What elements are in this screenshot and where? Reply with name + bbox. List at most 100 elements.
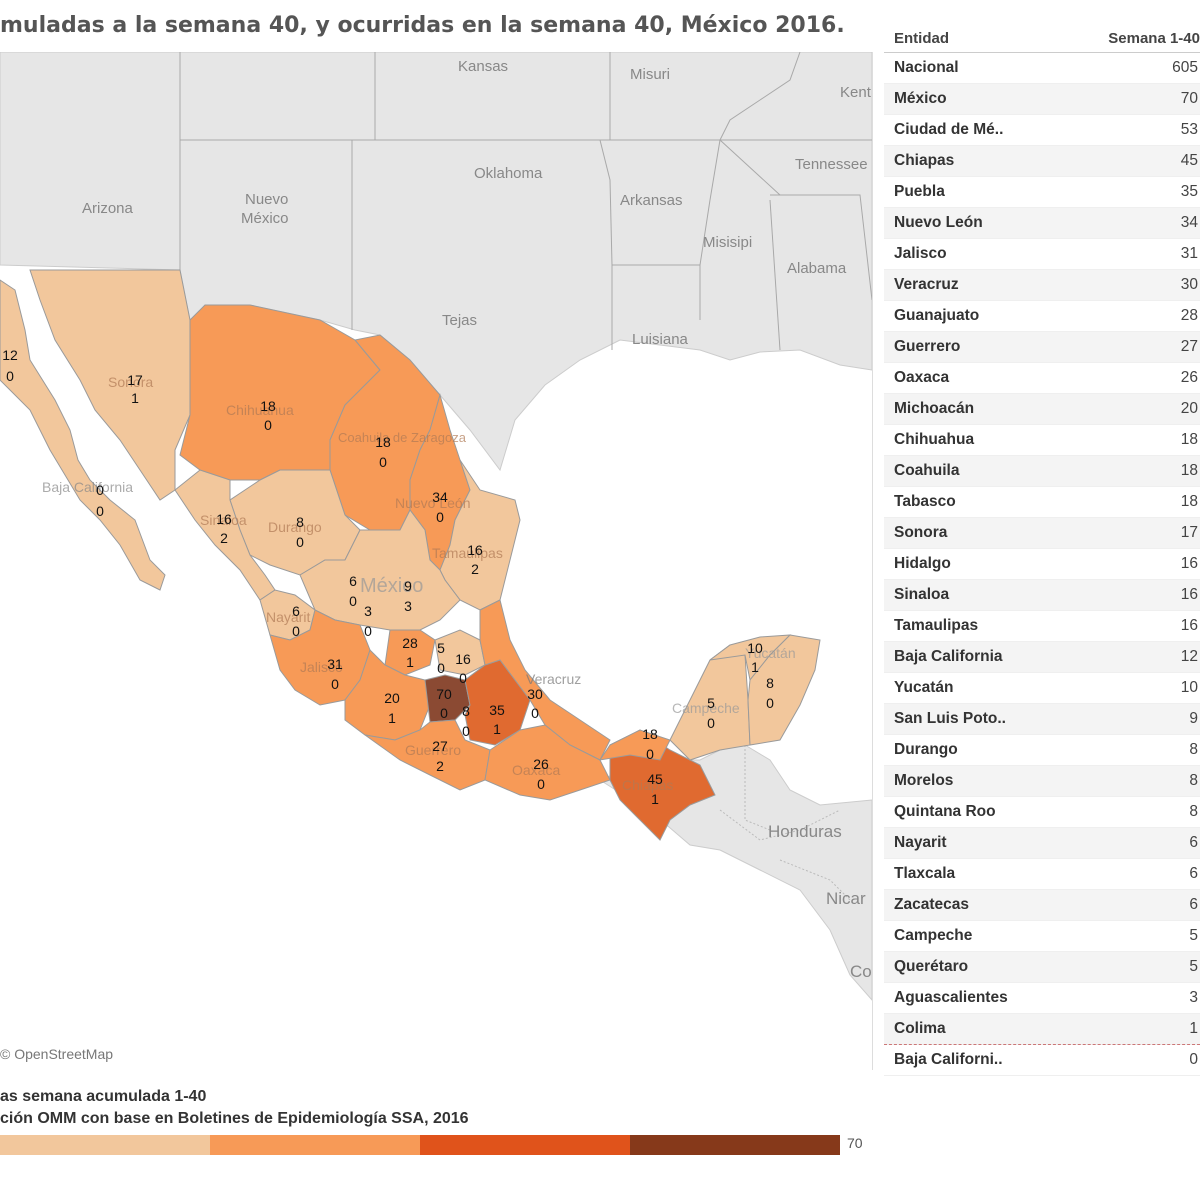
state-guerrero[interactable] <box>364 719 491 791</box>
name-nayarit: Nayarit <box>266 609 310 625</box>
svg-text:10: 10 <box>747 640 763 656</box>
name-coahuila: Coahuila de Zaragoza <box>338 430 467 445</box>
svg-text:35: 35 <box>489 702 505 718</box>
row-value: 18 <box>1180 462 1198 479</box>
svg-text:18: 18 <box>260 398 276 414</box>
row-value: 18 <box>1180 431 1198 448</box>
table-row[interactable]: Hidalgo 16 <box>884 549 1200 580</box>
label-arizona: Arizona <box>82 200 134 217</box>
row-entity: Nuevo León <box>894 214 983 231</box>
table-row[interactable]: Yucatán 10 <box>884 673 1200 704</box>
name-jalisco: Jalisco <box>300 659 343 675</box>
table-row[interactable]: Baja California 12 <box>884 642 1200 673</box>
table-row[interactable]: Jalisco 31 <box>884 239 1200 270</box>
row-value: 6 <box>1189 834 1198 851</box>
legend-segment <box>0 1135 210 1155</box>
table-row[interactable]: Ciudad de Mé.. 53 <box>884 115 1200 146</box>
table-row[interactable]: Campeche 5 <box>884 921 1200 952</box>
row-entity: Campeche <box>894 927 973 944</box>
choropleth-map[interactable]: Kansas Misuri Kent Oklahoma Tennessee Ar… <box>0 52 872 1070</box>
svg-text:12: 12 <box>2 347 18 363</box>
svg-text:0: 0 <box>436 509 444 525</box>
table-row[interactable]: Coahuila 18 <box>884 456 1200 487</box>
row-value: 0 <box>1189 1051 1198 1068</box>
row-value: 12 <box>1180 648 1198 665</box>
row-entity: Veracruz <box>894 276 959 293</box>
table-row[interactable]: Nayarit 6 <box>884 828 1200 859</box>
row-entity: Puebla <box>894 183 945 200</box>
table-row[interactable]: Puebla 35 <box>884 177 1200 208</box>
legend-segment <box>420 1135 630 1155</box>
table-row[interactable]: Nuevo León 34 <box>884 208 1200 239</box>
svg-text:31: 31 <box>327 656 343 672</box>
name-sonora: Sonora <box>108 374 153 390</box>
value-sonora: 171 <box>127 372 143 406</box>
map-credit[interactable]: © OpenStreetMap <box>0 1046 114 1062</box>
state-campeche[interactable] <box>669 644 751 761</box>
value-bcs: 00 <box>96 482 104 519</box>
row-value: 35 <box>1180 183 1198 200</box>
table-row[interactable]: Colima 1 <box>884 1014 1200 1045</box>
table-row[interactable]: San Luis Poto.. 9 <box>884 704 1200 735</box>
state-sinaloa[interactable] <box>174 469 276 601</box>
map-panel[interactable]: Kansas Misuri Kent Oklahoma Tennessee Ar… <box>0 52 873 1070</box>
svg-text:0: 0 <box>96 503 104 519</box>
state-baja-california[interactable] <box>0 279 166 591</box>
table-row[interactable]: Nacional 605 <box>884 53 1200 84</box>
label-misisipi: Misisipi <box>703 234 752 251</box>
state-quintana-roo[interactable] <box>747 634 821 746</box>
row-entity: Querétaro <box>894 958 969 975</box>
table-row[interactable]: Sonora 17 <box>884 518 1200 549</box>
row-value: 16 <box>1180 617 1198 634</box>
table-row[interactable]: Morelos 8 <box>884 766 1200 797</box>
row-entity: Morelos <box>894 772 954 789</box>
table-row[interactable]: Tabasco 18 <box>884 487 1200 518</box>
page-title: muladas a la semana 40, y ocurridas en l… <box>0 13 845 38</box>
value-sinaloa: 162 <box>216 511 232 546</box>
name-guerrero: Guerrero <box>405 742 461 758</box>
table-row[interactable]: México 70 <box>884 84 1200 115</box>
value-oaxaca: 260 <box>533 756 549 792</box>
header-entidad[interactable]: Entidad <box>894 29 949 47</box>
legend-max-label: 70 <box>847 1135 863 1151</box>
label-oklahoma: Oklahoma <box>474 165 543 182</box>
svg-text:0: 0 <box>296 534 304 550</box>
table-row[interactable]: Tamaulipas 16 <box>884 611 1200 642</box>
value-michoacan: 201 <box>384 690 400 726</box>
table-row[interactable]: Baja Californi.. 0 <box>884 1045 1200 1076</box>
svg-text:0: 0 <box>437 660 445 676</box>
row-value: 8 <box>1189 772 1198 789</box>
value-veracruz: 300 <box>527 686 543 721</box>
label-kansas: Kansas <box>458 58 508 75</box>
table-row[interactable]: Durango 8 <box>884 735 1200 766</box>
svg-text:0: 0 <box>349 593 357 609</box>
mexico-states[interactable] <box>0 269 821 841</box>
label-kent: Kent <box>840 84 872 101</box>
table-row[interactable]: Chiapas 45 <box>884 146 1200 177</box>
table-row[interactable]: Tlaxcala 6 <box>884 859 1200 890</box>
svg-text:1: 1 <box>493 721 501 737</box>
svg-text:2: 2 <box>220 530 228 546</box>
row-entity: Tamaulipas <box>894 617 979 634</box>
table-row[interactable]: Quintana Roo 8 <box>884 797 1200 828</box>
table-row[interactable]: Veracruz 30 <box>884 270 1200 301</box>
row-entity: Guerrero <box>894 338 961 355</box>
label-nicaragua: Nicar <box>826 889 866 908</box>
table-row[interactable]: Aguascalientes 3 <box>884 983 1200 1014</box>
table-row[interactable]: Guanajuato 28 <box>884 301 1200 332</box>
header-semana[interactable]: Semana 1-40 <box>1108 29 1200 47</box>
label-luisiana: Luisiana <box>632 331 689 348</box>
row-entity: Oaxaca <box>894 369 950 386</box>
table-row[interactable]: Zacatecas 6 <box>884 890 1200 921</box>
table-row[interactable]: Sinaloa 16 <box>884 580 1200 611</box>
value-tabasco: 180 <box>642 726 658 762</box>
svg-text:0: 0 <box>364 623 372 639</box>
table-row[interactable]: Oaxaca 26 <box>884 363 1200 394</box>
legend-color-bar[interactable] <box>0 1135 840 1155</box>
table-row[interactable]: Querétaro 5 <box>884 952 1200 983</box>
table-row[interactable]: Guerrero 27 <box>884 332 1200 363</box>
table-row[interactable]: Chihuahua 18 <box>884 425 1200 456</box>
value-chihuahua: 180 <box>260 398 276 433</box>
row-value: 70 <box>1180 90 1198 107</box>
table-row[interactable]: Michoacán 20 <box>884 394 1200 425</box>
